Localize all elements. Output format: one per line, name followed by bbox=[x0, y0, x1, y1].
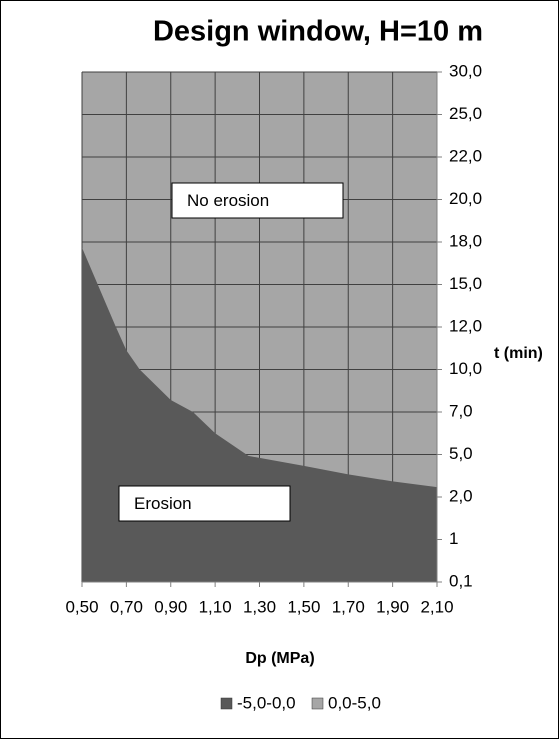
annotation-box bbox=[118, 485, 291, 522]
x-tick-label: 1,90 bbox=[376, 597, 409, 616]
y-tick-label: 10,0 bbox=[449, 359, 482, 378]
x-tick-label: 1,50 bbox=[287, 597, 320, 616]
y-tick-label: 25,0 bbox=[449, 104, 482, 123]
annotation: Erosion bbox=[134, 494, 192, 513]
x-tick-label: 0,90 bbox=[154, 597, 187, 616]
y-tick-label: 30,0 bbox=[449, 61, 482, 80]
x-tick-label: 1,70 bbox=[332, 597, 365, 616]
legend-swatch bbox=[220, 697, 233, 710]
legend-label: -5,0-0,0 bbox=[237, 693, 296, 712]
legend-label: 0,0-5,0 bbox=[328, 693, 381, 712]
chart-title: Design window, H=10 m bbox=[153, 16, 483, 48]
y-tick-label: 18,0 bbox=[449, 231, 482, 250]
annotation: No erosion bbox=[187, 191, 269, 210]
y-tick-label: 2,0 bbox=[449, 486, 473, 505]
x-tick-label: 1,10 bbox=[199, 597, 232, 616]
legend-swatch bbox=[311, 697, 324, 710]
x-tick-label: 1,30 bbox=[243, 597, 276, 616]
y-tick-label: 15,0 bbox=[449, 274, 482, 293]
y-tick-label: 0,1 bbox=[449, 571, 473, 590]
y-axis-label: t (min) bbox=[494, 345, 543, 362]
y-tick-label: 12,0 bbox=[449, 316, 482, 335]
y-tick-label: 7,0 bbox=[449, 401, 473, 420]
y-tick-label: 1 bbox=[449, 529, 458, 548]
x-tick-label: 0,50 bbox=[65, 597, 98, 616]
x-axis-label: Dp (MPa) bbox=[245, 650, 314, 667]
y-tick-label: 20,0 bbox=[449, 189, 482, 208]
x-tick-label: 0,70 bbox=[110, 597, 143, 616]
annotation-box bbox=[171, 182, 344, 219]
y-tick-label: 22,0 bbox=[449, 146, 482, 165]
y-tick-label: 5,0 bbox=[449, 444, 473, 463]
x-tick-label: 2,10 bbox=[420, 597, 453, 616]
